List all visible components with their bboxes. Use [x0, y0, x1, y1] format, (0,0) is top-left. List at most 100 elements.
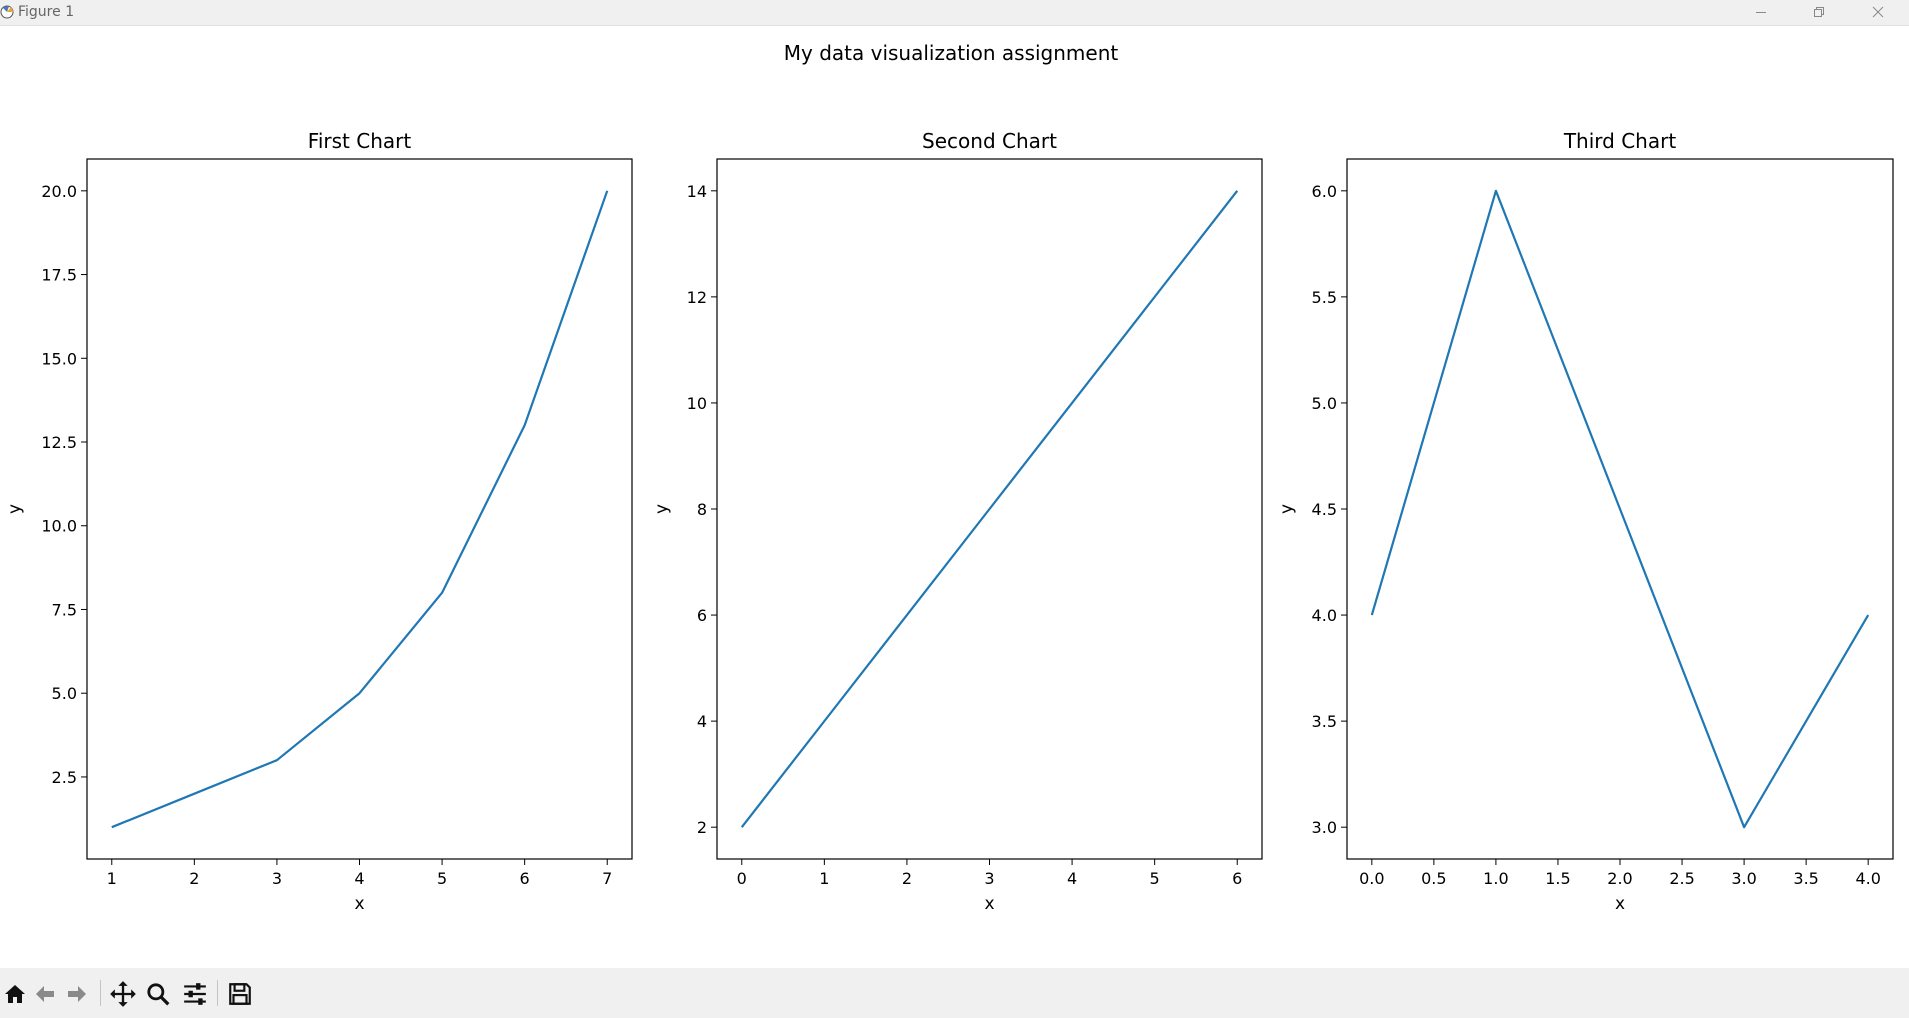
second-chart-xtick-label: 5	[1150, 869, 1160, 888]
second-chart-data-point	[1153, 295, 1157, 299]
first-chart-ylabel: y	[5, 504, 25, 514]
first-chart-frame	[86, 158, 633, 860]
first-chart-data-point	[605, 189, 609, 193]
minimize-icon	[1756, 12, 1766, 13]
first-chart-ytick-label: 2.5	[52, 768, 77, 787]
home-button[interactable]	[0, 979, 30, 1009]
third-chart-frame	[1346, 158, 1894, 860]
third-chart-data-point	[1370, 613, 1374, 617]
window-titlebar: Figure 1	[0, 0, 1909, 26]
second-chart-ytick-label: 12	[687, 288, 707, 307]
third-chart-ytick-label: 4.0	[1312, 606, 1337, 625]
second-chart-frame	[716, 158, 1263, 860]
second-chart-xtick-label: 6	[1232, 869, 1242, 888]
first-chart-xtick-label: 1	[107, 869, 117, 888]
figure-canvas[interactable]: My data visualization assignment First C…	[0, 26, 1909, 968]
third-chart-data-point	[1494, 189, 1498, 193]
configure-subplots-icon	[184, 983, 206, 1005]
third-chart-series-line	[1370, 189, 1870, 829]
second-chart-ytick-label: 2	[697, 818, 707, 837]
second-chart-data-point	[905, 613, 909, 617]
second-chart-xlabel: x	[984, 894, 994, 914]
close-icon	[1872, 6, 1884, 18]
figure-svg: My data visualization assignment First C…	[5, 41, 1894, 914]
first-chart-xlabel: x	[354, 894, 364, 914]
second-chart-data-point	[988, 507, 992, 511]
first-chart-xtick-label: 4	[354, 869, 364, 888]
first-chart-data-point	[192, 792, 196, 796]
figure-suptitle: My data visualization assignment	[784, 41, 1119, 65]
second-chart-data-point	[1235, 189, 1239, 193]
restore-icon	[1814, 7, 1824, 17]
third-chart-xtick-label: 3.5	[1793, 869, 1818, 888]
third-chart-data-point	[1618, 507, 1622, 511]
second-chart-ytick-label: 4	[697, 712, 707, 731]
first-chart-ytick-label: 7.5	[52, 600, 77, 619]
forward-button[interactable]	[62, 979, 92, 1009]
minimize-button[interactable]	[1732, 0, 1790, 24]
first-chart-xtick-label: 2	[189, 869, 199, 888]
first-chart-data-point	[358, 691, 362, 695]
back-icon	[36, 986, 54, 1002]
second-chart-xtick-label: 4	[1067, 869, 1077, 888]
third-chart-xtick-label: 0.0	[1359, 869, 1384, 888]
first-chart-series-line	[111, 190, 609, 829]
third-chart-xtick-label: 2.0	[1607, 869, 1632, 888]
first-chart-xtick-label: 7	[602, 869, 612, 888]
first-chart-ytick-label: 15.0	[41, 349, 77, 368]
window-title: Figure 1	[18, 4, 75, 20]
restore-button[interactable]	[1790, 0, 1848, 24]
second-chart-data-point	[822, 719, 826, 723]
third-chart-ytick-label: 4.5	[1312, 500, 1337, 519]
first-chart-xtick-label: 6	[520, 869, 530, 888]
second-chart-xtick-label: 1	[819, 869, 829, 888]
second-chart-xtick-label: 3	[984, 869, 994, 888]
third-chart-axes: Third Chart 0.0 0.5 1.0 1.5 2.0 2.5 3.0 3.5 4.0 3.…	[1277, 129, 1894, 914]
second-chart-data-point	[740, 825, 744, 829]
toolbar-separator	[100, 980, 101, 1006]
third-chart-ytick-label: 3.5	[1312, 712, 1337, 731]
first-chart-ytick-label: 20.0	[41, 182, 77, 201]
close-button[interactable]	[1849, 0, 1907, 24]
first-chart-data-point	[110, 825, 114, 829]
zoom-icon	[147, 983, 170, 1006]
navigation-toolbar	[0, 968, 1909, 1018]
second-chart-data-point	[1070, 401, 1074, 405]
first-chart-ytick-label: 5.0	[52, 684, 77, 703]
configure-subplots-button[interactable]	[180, 979, 210, 1009]
first-chart-xtick-label: 3	[272, 869, 282, 888]
second-chart-title: Second Chart	[922, 129, 1057, 153]
save-icon	[229, 983, 251, 1005]
second-chart-series-line	[740, 190, 1239, 828]
third-chart-data-point	[1742, 825, 1746, 829]
first-chart-ytick-label: 17.5	[41, 266, 77, 285]
third-chart-ytick-label: 3.0	[1312, 818, 1337, 837]
third-chart-data-point	[1866, 613, 1870, 617]
toolbar-separator	[217, 980, 218, 1006]
first-chart-ytick-label: 10.0	[41, 517, 77, 536]
zoom-button[interactable]	[143, 979, 173, 1009]
third-chart-xtick-label: 2.5	[1669, 869, 1694, 888]
first-chart-xtick-label: 5	[437, 869, 447, 888]
third-chart-ytick-label: 5.5	[1312, 288, 1337, 307]
home-icon	[5, 985, 25, 1003]
third-chart-xtick-label: 3.0	[1731, 869, 1756, 888]
back-button[interactable]	[30, 979, 60, 1009]
second-chart-ytick-label: 14	[687, 182, 707, 201]
pan-icon	[110, 981, 136, 1007]
second-chart-ytick-label: 8	[697, 500, 707, 519]
save-button[interactable]	[225, 979, 255, 1009]
first-chart-data-point	[440, 591, 444, 595]
pan-button[interactable]	[108, 979, 138, 1009]
forward-icon	[68, 986, 86, 1002]
third-chart-xtick-label: 0.5	[1421, 869, 1446, 888]
second-chart-ytick-label: 10	[687, 394, 707, 413]
first-chart-title: First Chart	[308, 129, 412, 153]
first-chart-data-point	[275, 758, 279, 762]
second-chart-xtick-label: 2	[902, 869, 912, 888]
third-chart-ytick-label: 5.0	[1312, 394, 1337, 413]
first-chart-data-point	[523, 423, 527, 427]
third-chart-title: Third Chart	[1563, 129, 1676, 153]
